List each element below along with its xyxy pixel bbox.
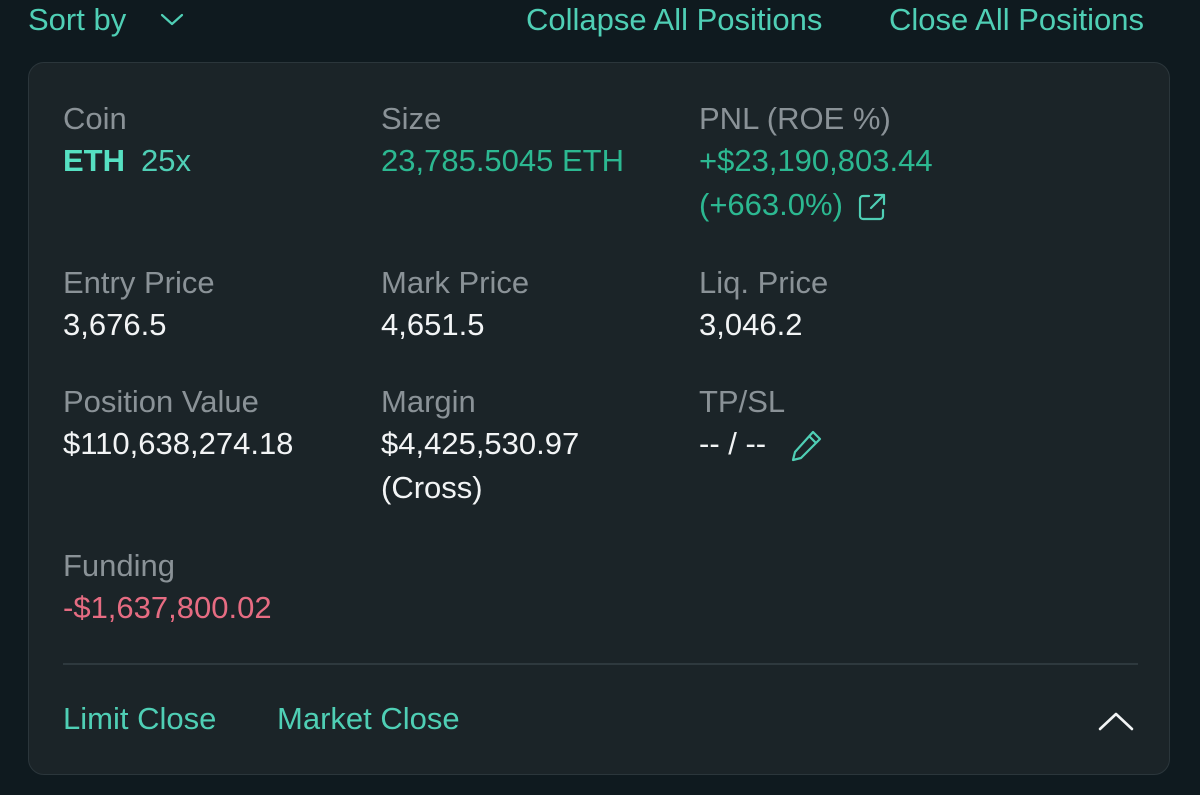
liq-price-label: Liq. Price (699, 265, 829, 300)
size-value: 23,785.5045 ETH (381, 143, 625, 178)
pnl-field: PNL (ROE %) +$23,190,803.44 (+663.0%) (699, 99, 933, 227)
chevron-down-icon (161, 13, 184, 26)
mark-price-label: Mark Price (381, 265, 530, 300)
liq-price-value: 3,046.2 (699, 307, 803, 342)
sort-by-label: Sort by (28, 2, 127, 37)
position-value-field: Position Value $110,638,274.18 (63, 382, 293, 466)
roe-value: (+663.0%) (699, 187, 843, 222)
margin-field: Margin $4,425,530.97 (Cross) (381, 382, 579, 510)
close-all-positions-button[interactable]: Close All Positions (889, 2, 1145, 37)
margin-mode: (Cross) (381, 470, 483, 505)
coin-symbol: ETH (63, 143, 125, 178)
tpsl-field: TP/SL -- / -- (699, 382, 824, 466)
coin-field: Coin ETH 25x (63, 99, 191, 183)
margin-label: Margin (381, 384, 476, 419)
leverage-value: 25x (141, 143, 191, 178)
limit-close-button[interactable]: Limit Close (63, 701, 217, 736)
funding-value: -$1,637,800.02 (63, 590, 272, 625)
positions-toolbar: Sort by Collapse All Positions Close All… (0, 0, 1200, 44)
entry-price-value: 3,676.5 (63, 307, 167, 342)
collapse-all-positions-button[interactable]: Collapse All Positions (526, 2, 823, 37)
pnl-value: +$23,190,803.44 (699, 143, 933, 178)
chevron-up-icon[interactable] (1097, 709, 1135, 733)
entry-price-field: Entry Price 3,676.5 (63, 263, 215, 347)
entry-price-label: Entry Price (63, 265, 215, 300)
mark-price-value: 4,651.5 (381, 307, 485, 342)
pnl-label: PNL (ROE %) (699, 101, 891, 136)
pencil-icon[interactable] (788, 428, 824, 464)
position-card: Coin ETH 25x Size 23,785.5045 ETH PNL (RO… (28, 62, 1170, 775)
external-link-icon[interactable] (857, 192, 887, 222)
position-value-label: Position Value (63, 384, 259, 419)
position-value-value: $110,638,274.18 (63, 426, 294, 461)
divider (63, 663, 1138, 665)
mark-price-field: Mark Price 4,651.5 (381, 263, 529, 347)
market-close-button[interactable]: Market Close (277, 701, 460, 736)
margin-value: $4,425,530.97 (381, 426, 580, 461)
sort-by-dropdown[interactable]: Sort by (28, 2, 184, 38)
funding-field: Funding -$1,637,800.02 (63, 546, 272, 630)
size-field: Size 23,785.5045 ETH (381, 99, 624, 183)
liq-price-field: Liq. Price 3,046.2 (699, 263, 828, 347)
coin-label: Coin (63, 101, 127, 136)
tpsl-label: TP/SL (699, 384, 786, 419)
tpsl-value: -- / -- (699, 426, 767, 461)
size-label: Size (381, 101, 442, 136)
funding-label: Funding (63, 548, 176, 583)
